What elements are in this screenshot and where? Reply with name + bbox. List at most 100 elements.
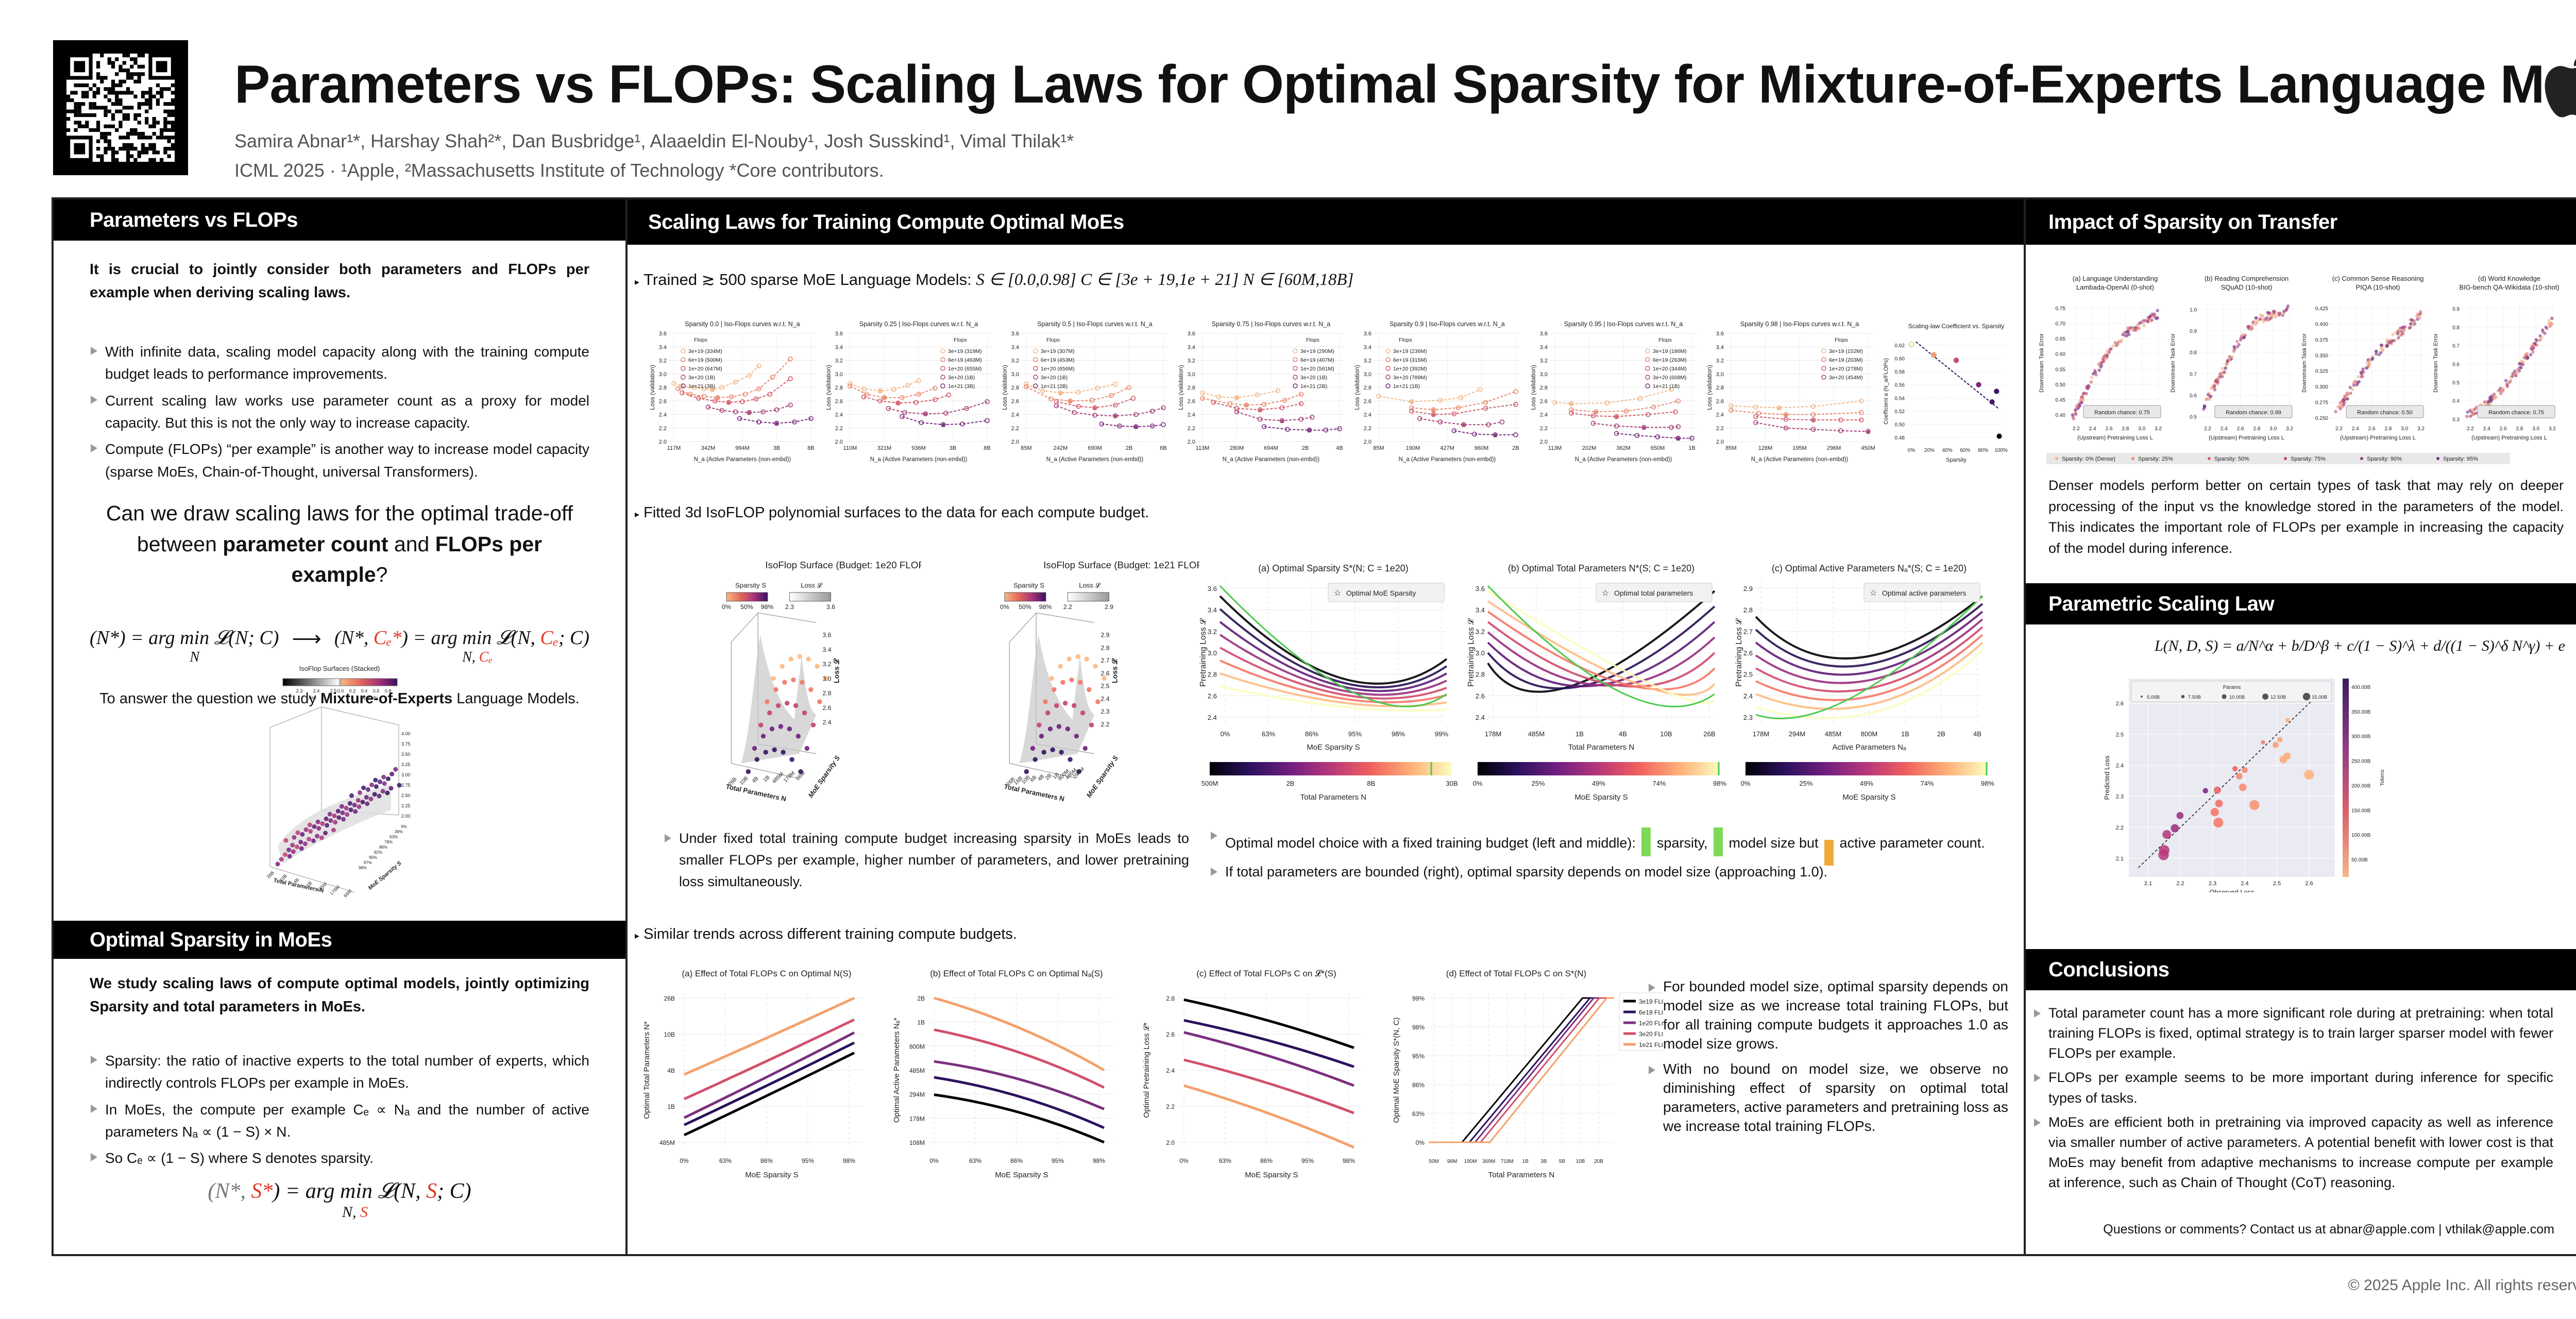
data-point: [1337, 426, 1342, 431]
colorbar-tick: 30B: [1446, 780, 1458, 787]
legend-label: Optimal MoE Sparsity: [1346, 589, 1416, 597]
x-tick-label: 294M: [1789, 730, 1806, 738]
series-line: [1755, 422, 1869, 432]
x-tick-label: 10B: [739, 775, 750, 786]
x-tick-label: 2.6: [2305, 881, 2313, 887]
contact-line[interactable]: Questions or comments? Contact us at abn…: [2103, 1222, 2554, 1237]
x-tick-label: 3B: [1540, 1159, 1547, 1164]
data-point: [701, 394, 707, 399]
qr-module: [137, 154, 141, 158]
y-tick-label: 2.4: [1476, 714, 1485, 721]
data-point: [933, 397, 938, 402]
data-point: [352, 803, 357, 808]
x-tick-label: 3.2: [2417, 426, 2425, 432]
data-point: [1483, 405, 1488, 411]
qr-module: [92, 113, 96, 117]
y-tick-label: 2.6: [1743, 649, 1753, 657]
y-tick-label: 3.4: [1476, 606, 1485, 614]
data-point: [905, 383, 910, 388]
data-point: [2239, 783, 2247, 791]
y-tick-label: 3.6: [1476, 585, 1485, 593]
x-tick-label: 296M: [1827, 445, 1841, 451]
qr-module: [130, 147, 134, 151]
loss-colorbar: [789, 592, 831, 602]
qr-module: [160, 91, 164, 95]
data-point: [2222, 370, 2225, 375]
qr-module: [171, 124, 175, 128]
qr-module: [122, 54, 126, 58]
qr-module: [85, 121, 89, 125]
x-tick-label: 242M: [1054, 445, 1068, 451]
colorbar-tick: 0.8: [385, 688, 392, 694]
data-point: [2119, 340, 2123, 343]
x-tick-label: 3B: [950, 445, 956, 451]
middle-column: Scaling Laws for Training Compute Optima…: [625, 197, 2029, 1256]
data-point: [1133, 412, 1139, 417]
series-line: [1236, 411, 1312, 421]
data-point: [2401, 332, 2405, 335]
bullet-item: With infinite data, scaling model capaci…: [90, 341, 589, 385]
data-point: [1200, 390, 1205, 396]
colorbar-tick: 0%: [1000, 603, 1009, 611]
data-point: [1641, 425, 1647, 430]
data-point: [2080, 400, 2084, 404]
data-point: [2365, 361, 2369, 365]
legend-label: 15.00B: [2312, 695, 2327, 700]
x-axis-label: MoE Sparsity S: [995, 1171, 1048, 1179]
data-point: [985, 399, 990, 404]
colorbar-tick: 350.00B: [2351, 709, 2371, 715]
data-point: [795, 734, 801, 739]
chart-title: Lambada-OpenAI (0-shot): [2076, 283, 2154, 291]
data-point: [349, 793, 354, 798]
data-point: [2267, 316, 2271, 320]
qr-module: [145, 121, 149, 125]
data-point: [1753, 420, 1758, 426]
data-point: [2379, 347, 2383, 350]
x-axis-label: MoE Sparsity S: [745, 1171, 798, 1179]
data-point: [1056, 724, 1062, 729]
optimum-star-icon: ★: [746, 409, 753, 417]
qr-module: [130, 64, 134, 69]
qr-module: [89, 102, 93, 106]
data-point: [933, 385, 938, 391]
data-point: [705, 404, 711, 410]
y-tick-label: 2.8: [1208, 671, 1217, 679]
bullet-item: Optimal model choice with a fixed traini…: [1210, 825, 1993, 866]
data-point: [719, 408, 724, 413]
qr-module: [141, 150, 145, 155]
y-tick-label: 0%: [401, 824, 407, 829]
data-point: [2254, 316, 2258, 320]
data-point: [2357, 380, 2361, 383]
colorbar-tick: 2.3: [785, 603, 794, 611]
data-point: [1113, 402, 1118, 408]
data-point: [2242, 335, 2246, 339]
legend-label: 6e+19 (315M): [1393, 357, 1427, 363]
data-point: [319, 835, 324, 840]
data-point: [2534, 343, 2537, 347]
qr-module: [148, 147, 152, 151]
data-point: [1669, 425, 1674, 430]
x-tick-label: 362M: [1616, 445, 1631, 451]
qr-code[interactable]: [53, 40, 188, 175]
annotation-box: [2477, 405, 2555, 418]
series-line: [1202, 390, 1278, 398]
data-point: [323, 831, 328, 836]
y-tick-label: 3.4: [659, 344, 667, 350]
y-tick-label: 2.2: [1716, 426, 1724, 432]
y-axis-label: Loss (validation): [1177, 365, 1184, 410]
qr-module: [96, 87, 100, 91]
legend-marker: [1645, 357, 1650, 362]
y-axis-label: MoE Sparsity S: [367, 860, 403, 891]
qr-module: [152, 121, 156, 125]
optimum-star-icon: ★: [940, 420, 947, 429]
data-point: [2139, 320, 2143, 325]
data-point: [2090, 376, 2094, 379]
note-bounded-model: For bounded model size, optimal sparsity…: [1648, 977, 2008, 1140]
data-point: [2108, 347, 2112, 351]
data-point: [1485, 422, 1491, 427]
y-axis-label: Loss (validation): [1001, 365, 1008, 410]
data-point: [774, 407, 779, 413]
data-point: [773, 687, 778, 692]
legend-marker: [1821, 375, 1826, 380]
legend-label: Optimal active parameters: [1882, 589, 1966, 597]
